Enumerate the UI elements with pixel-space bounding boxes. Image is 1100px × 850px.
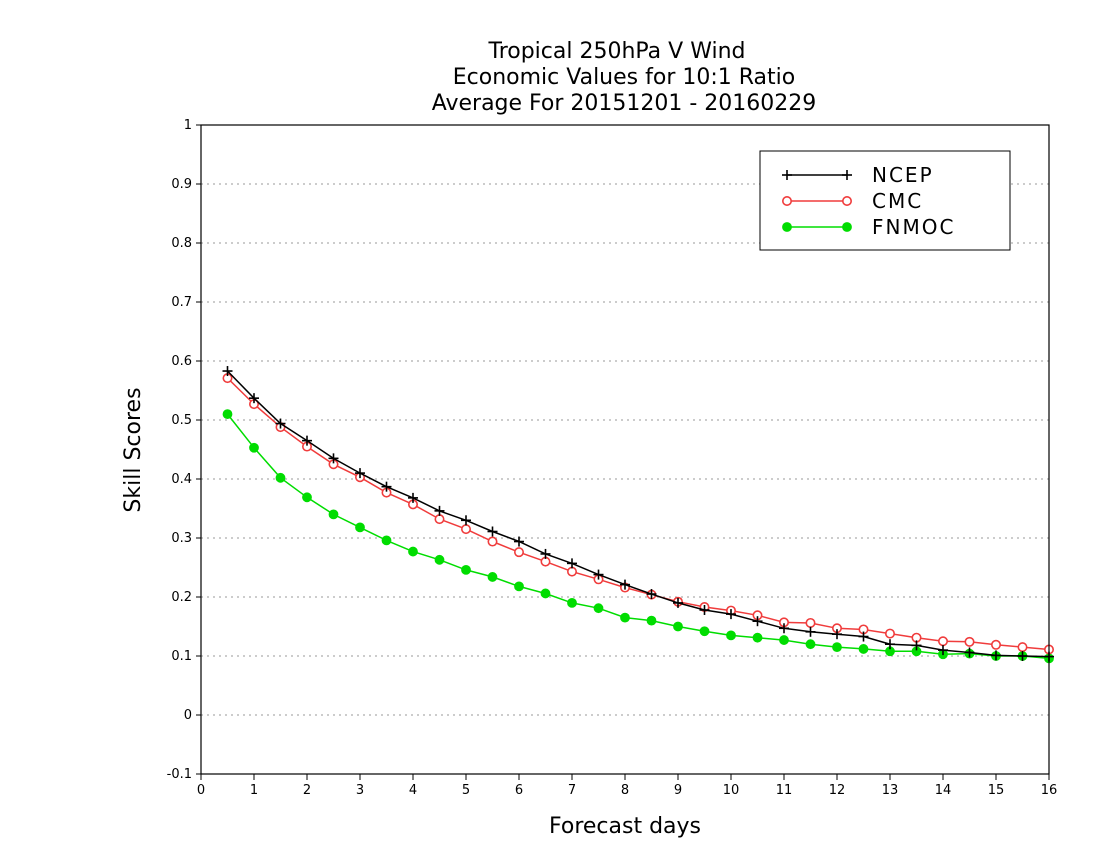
data-point [355, 522, 365, 533]
x-tick-label: 1 [250, 783, 258, 798]
data-point [434, 514, 445, 525]
data-point [460, 524, 471, 535]
x-tick-label: 10 [723, 783, 740, 798]
data-point [782, 222, 792, 232]
title-line-3: Average For 20151201 - 20160229 [432, 91, 817, 116]
data-point [514, 581, 524, 592]
data-point [302, 492, 312, 503]
series-line-ncep [226, 370, 1050, 658]
data-point [275, 472, 286, 483]
data-point [434, 554, 445, 565]
data-point [726, 630, 736, 641]
x-tick-label: 6 [515, 783, 523, 798]
data-point [461, 564, 471, 575]
series-line-cmc [226, 377, 1050, 651]
legend-label: NCEP [872, 163, 934, 187]
x-tick-label: 2 [303, 783, 311, 798]
y-tick-label: 0.1 [171, 649, 192, 664]
data-point [249, 442, 259, 453]
x-tick-label: 11 [776, 783, 793, 798]
y-tick-label: 0.6 [171, 354, 192, 369]
title-line-1: Tropical 250hPa V Wind [487, 39, 745, 64]
y-tick-label: 0.9 [171, 177, 192, 192]
data-point [964, 636, 975, 647]
data-point [487, 572, 498, 582]
y-tick-label: 0.7 [171, 295, 192, 310]
x-tick-label: 12 [829, 783, 846, 798]
data-point [513, 547, 524, 558]
data-point [487, 536, 498, 547]
data-point [752, 632, 763, 643]
y-tick-label: 0.2 [171, 590, 192, 605]
plot-frame [200, 124, 1050, 775]
data-point [832, 642, 842, 653]
y-axis-title: Skill Scores [121, 387, 146, 512]
data-point [841, 196, 852, 207]
x-tick-label: 15 [988, 783, 1005, 798]
y-tick-label: 1 [184, 118, 192, 133]
legend-label: FNMOC [872, 215, 955, 239]
series-cmc [222, 373, 1055, 655]
x-axis-title: Forecast days [549, 814, 701, 839]
data-point [593, 603, 604, 614]
y-tick-label: 0.8 [171, 236, 192, 251]
plot-series [222, 366, 1055, 664]
data-point [990, 639, 1001, 650]
chart-title: Tropical 250hPa V Wind Economic Values f… [432, 39, 817, 116]
data-point [805, 639, 816, 650]
legend-item-cmc: CMC [781, 189, 923, 213]
data-point [567, 598, 577, 608]
series-line-fnmoc [226, 413, 1050, 660]
axes: -0.100.10.20.30.40.50.60.70.80.910 1 2 3 4 5 6… [167, 118, 1058, 798]
legend-item-ncep: NCEP [782, 163, 934, 187]
grid-lines [201, 183, 1049, 716]
x-tick-label: 3 [356, 783, 364, 798]
data-point [779, 635, 789, 645]
data-point [884, 628, 895, 639]
x-tick-label: 14 [935, 783, 952, 798]
data-point [858, 644, 869, 654]
data-point [381, 535, 392, 546]
data-point [699, 626, 710, 637]
y-tick-label: 0.4 [171, 472, 192, 487]
legend-item-fnmoc: FNMOC [782, 215, 955, 239]
x-tick-label: 7 [568, 783, 576, 798]
x-tick-label: 16 [1041, 783, 1058, 798]
legend-label: CMC [872, 189, 923, 213]
x-tick-label: 13 [882, 783, 899, 798]
x-tick-label: 0 [197, 783, 205, 798]
data-point [408, 546, 418, 557]
data-point [566, 566, 577, 577]
series-fnmoc [222, 409, 1054, 664]
x-tick-label: 9 [674, 783, 682, 798]
data-point [842, 222, 852, 232]
data-point [937, 636, 948, 647]
data-point [222, 409, 233, 420]
data-point [781, 196, 792, 207]
data-point [620, 612, 630, 623]
series-ncep [222, 366, 1054, 662]
y-tick-label: 0.5 [171, 413, 192, 428]
data-point [646, 615, 657, 626]
data-point [328, 509, 339, 520]
data-point [673, 621, 683, 632]
y-tick-label: 0 [184, 708, 192, 723]
data-point [1017, 642, 1028, 653]
data-point [540, 588, 551, 599]
title-line-2: Economic Values for 10:1 Ratio [453, 65, 795, 90]
x-tick-label: 8 [621, 783, 629, 798]
y-tick-label: 0.3 [171, 531, 192, 546]
x-tick-label: 4 [409, 783, 417, 798]
y-tick-label: -0.1 [167, 767, 192, 782]
x-tick-label: 5 [462, 783, 470, 798]
data-point [805, 617, 816, 628]
